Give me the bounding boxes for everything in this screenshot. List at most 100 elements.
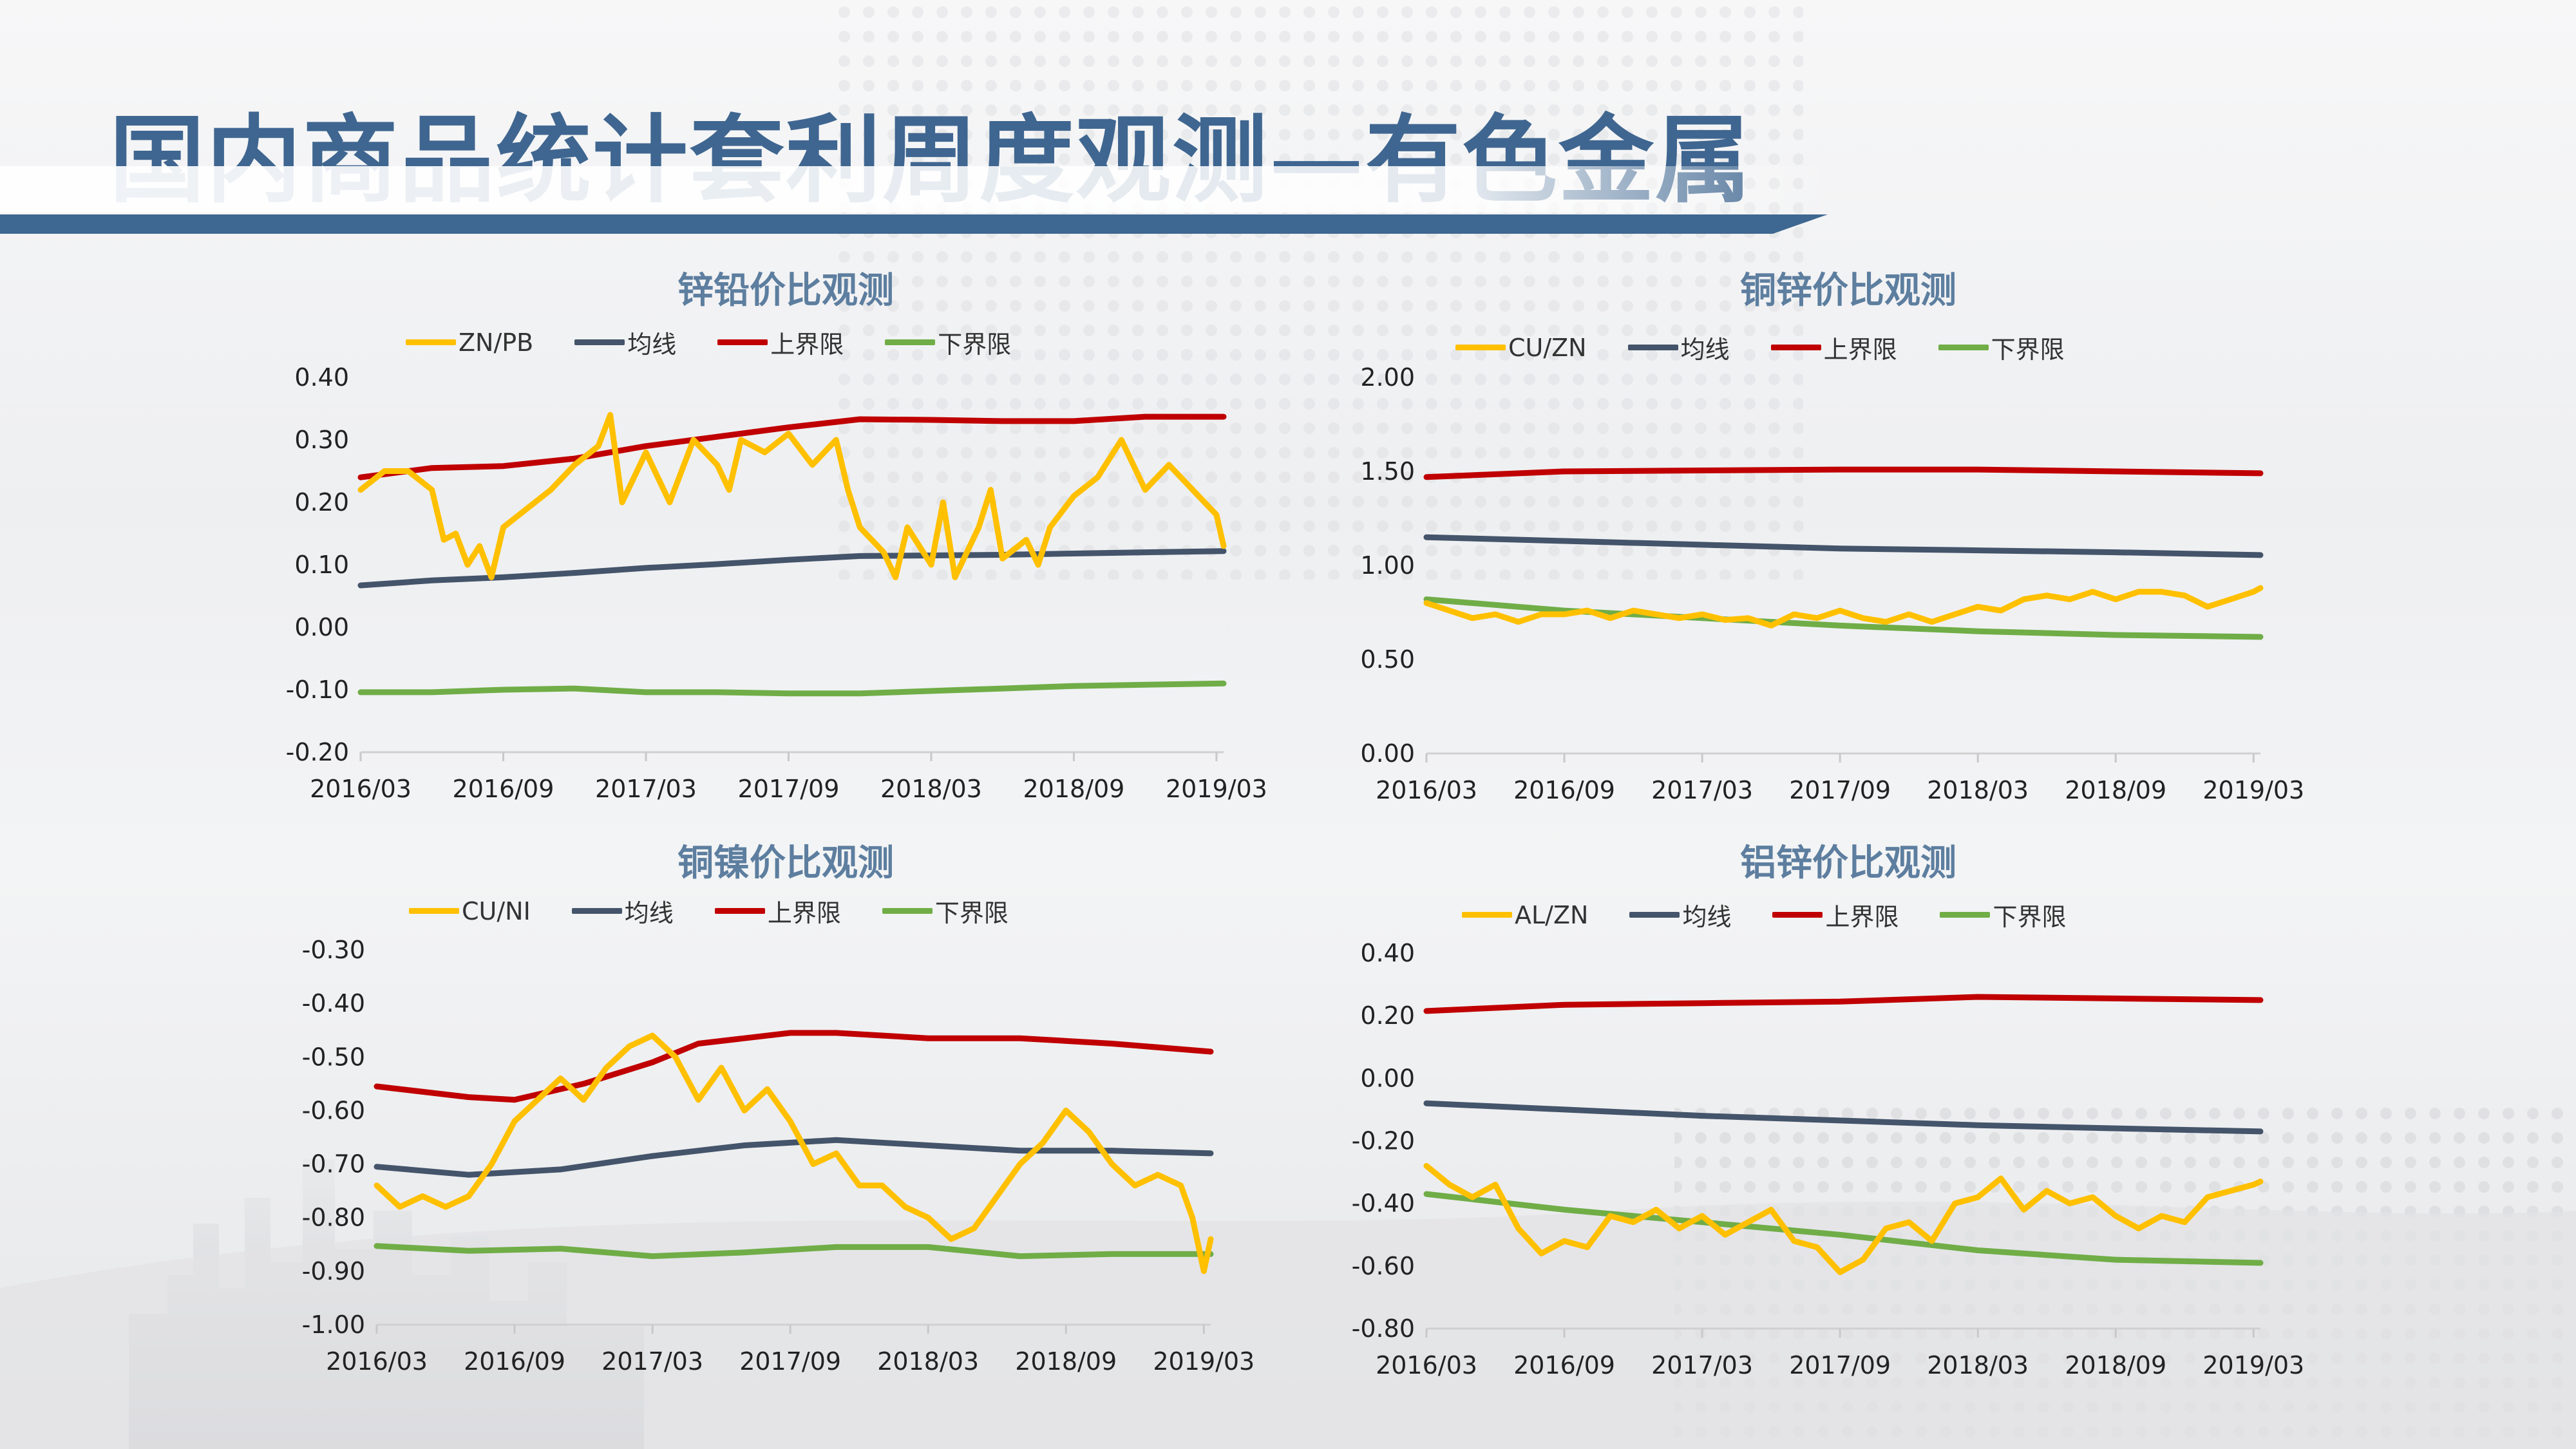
series-line-ratio xyxy=(1423,1162,2264,1275)
chart-title: 铜锌价比观测 xyxy=(1740,270,1956,312)
x-tick-label: 2017/09 xyxy=(738,775,840,803)
y-tick-label: 1.50 xyxy=(1360,457,1415,486)
y-tick-label: 0.00 xyxy=(1360,739,1415,768)
y-tick-label: 0.40 xyxy=(294,363,349,392)
series-line-lower xyxy=(357,680,1227,697)
legend-swatch-icon xyxy=(1629,912,1680,918)
series-line-lower xyxy=(1423,1191,2264,1266)
legend-swatch-icon xyxy=(1940,912,1991,918)
chart-title: 铝锌价比观测 xyxy=(1740,842,1956,884)
legend-swatch-icon xyxy=(1627,345,1678,350)
legend-label: 均线 xyxy=(1682,903,1732,931)
series-line-upper xyxy=(1423,994,2264,1014)
legend-label: 均线 xyxy=(1680,336,1730,364)
y-tick-label: 0.00 xyxy=(294,613,349,641)
x-tick-label: 2016/03 xyxy=(1376,776,1477,804)
x-tick-label: 2018/03 xyxy=(877,1347,979,1376)
legend-label: 上界限 xyxy=(1823,336,1897,364)
y-tick-label: -0.50 xyxy=(302,1043,365,1071)
x-tick-label: 2017/03 xyxy=(595,775,697,803)
chart-title: 锌铅价比观测 xyxy=(677,270,894,312)
legend-label: ZN/PB xyxy=(459,328,534,357)
y-tick-label: -0.60 xyxy=(302,1096,365,1124)
legend-swatch-icon xyxy=(885,339,936,345)
series-line-ratio xyxy=(1423,585,2264,629)
title-accent-bar xyxy=(0,214,1828,234)
legend-label: 下界限 xyxy=(1993,903,2067,931)
x-tick-label: 2018/09 xyxy=(1023,775,1125,803)
series-line-ratio xyxy=(374,1032,1214,1274)
y-tick-label: 0.20 xyxy=(294,488,349,516)
chart-plot-al-zn: 0.40 0.20 0.00 -0.20 -0.40 -0.60 -0.80 2016/03 2… xyxy=(1352,939,2305,1379)
y-tick-label: -1.00 xyxy=(302,1311,365,1339)
legend-label: 下界限 xyxy=(938,330,1012,359)
legend-swatch-icon xyxy=(1938,345,1989,350)
y-tick-label: -0.80 xyxy=(1352,1314,1415,1343)
chart-panel-cu-zn: 铜锌价比观测 CU/ZN 均线 上界限 下界限 2.00 1.50 1.00 0.50… xyxy=(1333,258,2363,837)
legend-item: 均线 xyxy=(1629,897,1731,933)
y-tick-label: -0.70 xyxy=(302,1150,365,1179)
y-tick-label: -0.40 xyxy=(1352,1189,1415,1218)
legend-item: CU/ZN xyxy=(1455,334,1587,362)
x-tick-label: 2018/09 xyxy=(1015,1347,1117,1376)
y-tick-label: 0.00 xyxy=(1360,1064,1415,1092)
x-tick-label: 2016/09 xyxy=(1513,1351,1615,1379)
legend-item: 下界限 xyxy=(1940,897,2066,933)
chart-legend: AL/ZN 均线 上界限 下界限 xyxy=(1462,897,2107,933)
legend-swatch-icon xyxy=(574,339,625,345)
legend-label: 下界限 xyxy=(1991,336,2065,364)
legend-label: CU/NI xyxy=(462,896,531,925)
chart-title: 铜镍价比观测 xyxy=(677,842,894,884)
legend-item: 下界限 xyxy=(885,325,1011,360)
legend-label: 均线 xyxy=(624,899,674,927)
x-tick-label: 2017/03 xyxy=(601,1347,703,1376)
chart-panel-zn-pb: 锌铅价比观测 ZN/PB 均线 上界限 下界限 0.40 0.30 0.20 0.10… xyxy=(270,258,1301,837)
y-tick-label: 0.30 xyxy=(294,426,349,454)
y-tick-label: -0.40 xyxy=(302,989,365,1018)
legend-swatch-icon xyxy=(571,908,622,914)
legend-item: AL/ZN xyxy=(1462,901,1588,929)
y-tick-label: 2.00 xyxy=(1360,363,1415,392)
chart-plot-cu-ni: -0.30 -0.40 -0.50 -0.60 -0.70 -0.80 -0.90 -1.00… xyxy=(302,936,1255,1376)
legend-item: CU/NI xyxy=(409,897,531,925)
x-tick-label: 2018/09 xyxy=(2065,1351,2166,1379)
x-tick-label: 2018/09 xyxy=(2065,776,2166,804)
x-tick-label: 2017/03 xyxy=(1651,776,1753,804)
legend-item: 上界限 xyxy=(714,893,841,929)
legend-label: 下界限 xyxy=(934,899,1009,927)
series-line-mean xyxy=(1423,1100,2264,1135)
legend-item: 下界限 xyxy=(882,893,1009,929)
legend-label: CU/ZN xyxy=(1508,333,1587,362)
x-tick-label: 2017/09 xyxy=(739,1347,841,1376)
y-tick-label: -0.90 xyxy=(302,1257,365,1285)
legend-label: 上界限 xyxy=(770,330,844,359)
x-tick-label: 2016/09 xyxy=(453,775,554,803)
legend-item: 上界限 xyxy=(1770,330,1897,365)
y-tick-label: 0.40 xyxy=(1360,939,1415,967)
x-tick-label: 2016/09 xyxy=(464,1347,565,1376)
y-tick-label: -0.60 xyxy=(1352,1252,1415,1280)
legend-swatch-icon xyxy=(1455,345,1506,350)
series-line-upper xyxy=(357,413,1227,480)
legend-swatch-icon xyxy=(714,908,765,914)
y-tick-label: 0.10 xyxy=(294,551,349,579)
legend-swatch-icon xyxy=(882,908,933,914)
y-tick-label: -0.20 xyxy=(1352,1127,1415,1155)
legend-swatch-icon xyxy=(717,339,768,345)
legend-label: 上界限 xyxy=(1825,903,1899,931)
y-tick-label: -0.10 xyxy=(286,676,349,704)
legend-item: 均线 xyxy=(574,325,676,360)
legend-item: 下界限 xyxy=(1938,330,2065,365)
legend-label: 上界限 xyxy=(767,899,841,927)
x-tick-label: 2018/03 xyxy=(880,775,982,803)
series-line-mean xyxy=(374,1137,1214,1178)
chart-plot-zn-pb: 0.40 0.30 0.20 0.10 0.00 -0.10 -0.20 2016/03 201… xyxy=(286,363,1267,803)
x-tick-label: 2017/09 xyxy=(1789,1351,1891,1379)
x-tick-label: 2018/03 xyxy=(1927,776,2029,804)
legend-swatch-icon xyxy=(1462,912,1512,918)
x-tick-label: 2017/03 xyxy=(1651,1351,1753,1379)
legend-label: 均线 xyxy=(627,330,677,359)
chart-legend: ZN/PB 均线 上界限 下界限 xyxy=(406,325,1052,360)
series-line-lower xyxy=(374,1243,1214,1260)
